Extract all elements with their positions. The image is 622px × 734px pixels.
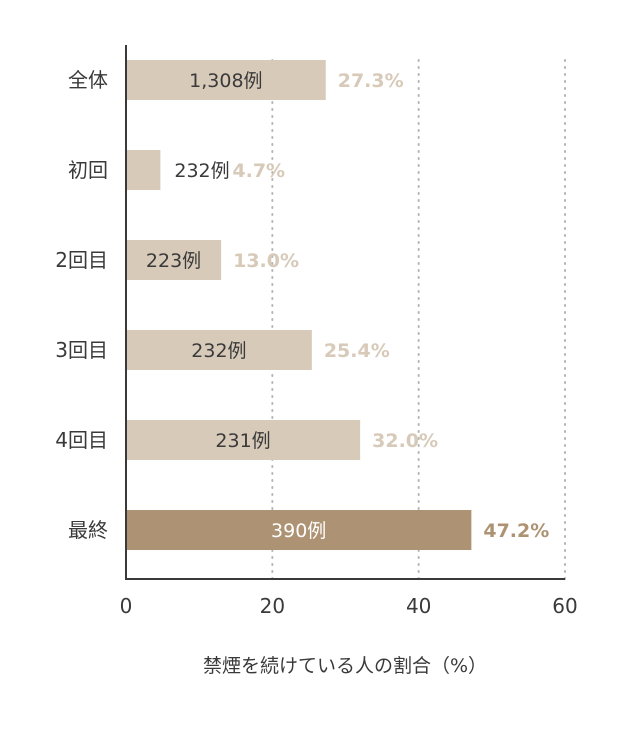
- category-label-3: 3回目: [55, 338, 108, 362]
- axes: 0 20 40 60: [120, 45, 578, 618]
- value-label-4: 32.0%: [372, 430, 438, 452]
- count-label-1: 232例: [174, 160, 229, 182]
- count-label-3: 232例: [191, 340, 246, 362]
- count-label-4: 231例: [215, 430, 270, 452]
- bar-1: [126, 150, 161, 190]
- category-label-0: 全体: [68, 68, 108, 92]
- x-tick-label-40: 40: [406, 594, 431, 618]
- category-label-2: 2回目: [55, 248, 108, 272]
- category-label-1: 初回: [68, 158, 108, 182]
- bar-0: [126, 60, 326, 100]
- bar-2: [126, 240, 222, 280]
- bars: [126, 60, 472, 550]
- x-axis-title: 禁煙を続けている人の割合（%）: [203, 655, 487, 677]
- value-label-0: 27.3%: [338, 70, 404, 92]
- bar-5: [126, 510, 472, 550]
- x-tick-label-0: 0: [120, 594, 133, 618]
- x-tick-label-60: 60: [552, 594, 577, 618]
- count-label-5: 390例: [271, 520, 326, 542]
- labels: 全体 1,308例 27.3%初回 232例 4.7%2回目 223例 13.0%3回目 23…: [55, 68, 549, 542]
- value-label-1: 4.7%: [232, 160, 285, 182]
- bar-4: [126, 420, 361, 460]
- value-label-3: 25.4%: [324, 340, 390, 362]
- count-label-0: 1,308例: [189, 70, 262, 92]
- bar-3: [126, 330, 312, 370]
- category-label-4: 4回目: [55, 428, 108, 452]
- category-label-5: 最終: [68, 518, 108, 542]
- value-label-5: 47.2%: [483, 520, 549, 542]
- x-tick-label-20: 20: [260, 594, 285, 618]
- count-label-2: 223例: [146, 250, 201, 272]
- grid-lines: [271, 59, 566, 580]
- value-label-2: 13.0%: [233, 250, 299, 272]
